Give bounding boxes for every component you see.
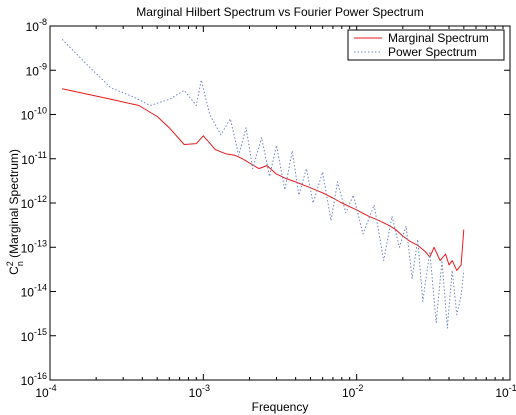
x-tick-label: 10-1 [495,383,516,400]
y-tick-label-base: 10 [26,64,40,78]
y-tick-label: 10-9 [26,61,47,78]
y-tick-label-base: 10 [21,153,35,167]
y-tick-label-exp: -11 [35,150,47,160]
y-tick-label: 10-8 [26,17,47,34]
plot-area [49,25,511,381]
y-axis-label-sup: 2 [5,261,15,266]
y-ticks: 10-1610-1510-1410-1310-1210-1110-1010-91… [21,17,510,388]
chart-title: Marginal Hilbert Spectrum vs Fourier Pow… [136,5,423,19]
y-tick-label: 10-13 [21,238,47,255]
x-tick-label: 10-4 [35,383,56,400]
y-axis-label-base: C [7,266,21,275]
x-tick-label-exp: -3 [202,383,210,393]
x-tick-label-base: 10 [189,386,203,400]
series-layer [61,38,465,329]
x-tick-label: 10-2 [342,383,363,400]
x-tick-label-base: 10 [35,386,49,400]
x-tick-label-base: 10 [495,386,509,400]
legend: Marginal Spectrum Power Spectrum [347,29,505,61]
y-tick-label-exp: -10 [34,106,47,116]
x-tick-label-exp: -2 [355,383,363,393]
x-ticks: 10-4 10-3 10-2 10-1 [35,26,516,400]
y-tick-label-base: 10 [21,330,35,344]
y-tick-label-base: 10 [21,286,35,300]
y-tick-label: 10-10 [21,106,47,123]
y-tick-label: 10-12 [21,194,47,211]
y-tick-label-exp: -16 [34,371,47,381]
y-tick-label-base: 10 [21,374,35,388]
legend-label-power: Power Spectrum [388,45,477,59]
y-tick-label-base: 10 [21,197,35,211]
y-tick-label-base: 10 [21,241,35,255]
y-axis-label-rest: (Marginal Spectrum) [7,149,21,261]
y-tick-label-exp: -8 [39,17,47,27]
legend-box [347,29,505,61]
y-tick-label-base: 10 [21,109,35,123]
x-tick-label: 10-3 [189,383,210,400]
x-tick-label-exp: -4 [49,383,57,393]
y-tick-label: 10-14 [21,283,47,300]
y-axis-label: C2n (Marginal Spectrum) [5,149,25,275]
y-tick-label-exp: -13 [34,238,47,248]
y-tick-label-exp: -12 [34,194,47,204]
y-axis-label-sub: n [15,261,25,266]
y-tick-label: 10-16 [21,371,47,388]
x-tick-label-exp: -1 [509,383,516,393]
y-tick-label: 10-15 [21,327,47,344]
x-tick-label-base: 10 [342,386,356,400]
y-tick-label-exp: -9 [39,61,47,71]
series-line-marginal-spectrum [61,88,465,271]
y-tick-label: 10-11 [21,150,47,167]
y-tick-label-exp: -15 [34,327,47,337]
y-tick-label-base: 10 [26,20,40,34]
legend-label-marginal: Marginal Spectrum [388,31,489,45]
x-axis-label: Frequency [252,400,309,414]
y-tick-label-exp: -14 [34,283,47,293]
